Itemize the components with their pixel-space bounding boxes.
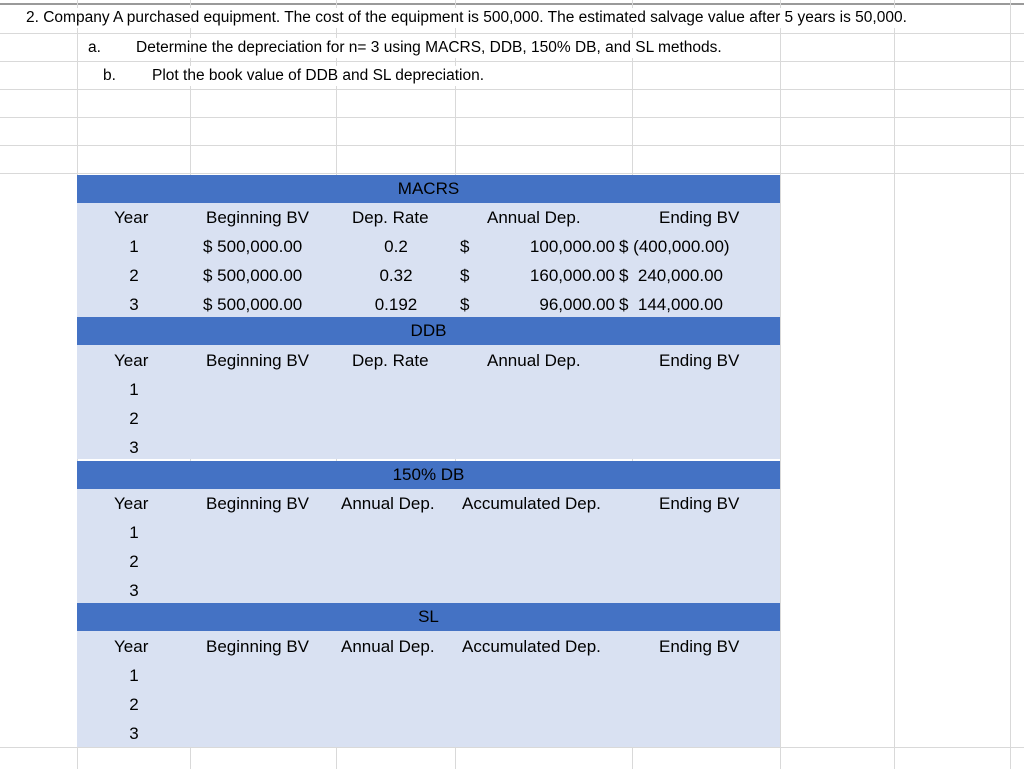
column-header: Annual Dep. [487, 351, 581, 370]
macrs-title: MACRS [397, 179, 460, 198]
ddb-title: DDB [410, 321, 447, 340]
column-header: Year [114, 494, 149, 513]
table-cell-annual-dep: 96,000.00 [539, 295, 615, 314]
macrs-header-band: MACRS [77, 175, 780, 203]
column-header: Year [114, 208, 149, 227]
table-cell-dep-rate: 0.192 [374, 295, 418, 314]
table-cell-currency: $ [460, 237, 470, 256]
table-cell-year: 1 [129, 523, 139, 542]
table-cell-ending-bv: $ (400,000.00) [619, 237, 730, 256]
sl-header-band: SL [77, 603, 780, 631]
column-header: Accumulated Dep. [462, 637, 601, 656]
grid-col-line [780, 0, 781, 769]
db150-title: 150% DB [392, 465, 465, 484]
column-header: Year [114, 351, 149, 370]
table-cell-ending-bv: $ 240,000.00 [619, 266, 723, 285]
table-cell-beginning-bv: $ 500,000.00 [203, 237, 303, 256]
column-header: Year [114, 637, 149, 656]
db150-header-band: 150% DB [77, 461, 780, 489]
column-header: Ending BV [659, 494, 740, 513]
part-b-text: Plot the book value of DDB and SL deprec… [152, 66, 485, 86]
table-cell-year: 1 [129, 237, 139, 256]
table-cell-year: 3 [129, 724, 139, 743]
column-header: Beginning BV [206, 637, 310, 656]
grid-row-line [0, 89, 1024, 90]
sl-title: SL [418, 607, 439, 626]
table-cell-year: 3 [129, 295, 139, 314]
grid-row-line [0, 117, 1024, 118]
table-cell-year: 2 [129, 266, 139, 285]
grid-row-line [0, 747, 1024, 748]
part-a-label: a. [88, 39, 101, 56]
column-header: Ending BV [659, 351, 740, 370]
column-header: Annual Dep. [487, 208, 581, 227]
part-b-label: b. [103, 67, 116, 84]
db150-table-body [77, 489, 780, 603]
column-header: Ending BV [659, 208, 740, 227]
problem-title: 2. Company A purchased equipment. The co… [26, 8, 1006, 28]
grid-col-line [894, 0, 895, 769]
table-cell-ending-bv: $ 144,000.00 [619, 295, 723, 314]
column-header: Ending BV [659, 637, 740, 656]
ddb-header-band: DDB [77, 317, 780, 345]
column-header: Beginning BV [206, 208, 310, 227]
table-cell-year: 1 [129, 380, 139, 399]
table-cell-annual-dep: 100,000.00 [529, 237, 615, 256]
macrs-table-body [77, 203, 780, 317]
grid-row-line [0, 61, 1024, 62]
sl-table-body [77, 631, 780, 747]
table-cell-beginning-bv: $ 500,000.00 [203, 266, 303, 285]
table-cell-annual-dep: 160,000.00 [529, 266, 615, 285]
column-header: Annual Dep. [341, 637, 435, 656]
part-a-text: Determine the depreciation for n= 3 usin… [136, 38, 722, 58]
table-cell-year: 2 [129, 552, 139, 571]
table-cell-year: 3 [129, 581, 139, 600]
grid-top-border [0, 3, 1024, 5]
table-cell-currency: $ [460, 295, 470, 314]
grid-col-line [1010, 0, 1011, 769]
table-cell-year: 1 [129, 666, 139, 685]
table-cell-dep-rate: 0.32 [379, 266, 413, 285]
table-cell-year: 2 [129, 695, 139, 714]
grid-row-line [0, 173, 1024, 174]
column-header: Dep. Rate [352, 351, 429, 370]
column-header: Annual Dep. [341, 494, 435, 513]
table-cell-year: 3 [129, 438, 139, 457]
column-header: Beginning BV [206, 351, 310, 370]
table-cell-beginning-bv: $ 500,000.00 [203, 295, 303, 314]
table-cell-dep-rate: 0.2 [384, 237, 408, 256]
grid-row-line [0, 145, 1024, 146]
grid-row-line [0, 33, 1024, 34]
column-header: Accumulated Dep. [462, 494, 601, 513]
table-cell-year: 2 [129, 409, 139, 428]
ddb-table-body [77, 345, 780, 459]
column-header: Dep. Rate [352, 208, 429, 227]
table-cell-currency: $ [460, 266, 470, 285]
column-header: Beginning BV [206, 494, 310, 513]
